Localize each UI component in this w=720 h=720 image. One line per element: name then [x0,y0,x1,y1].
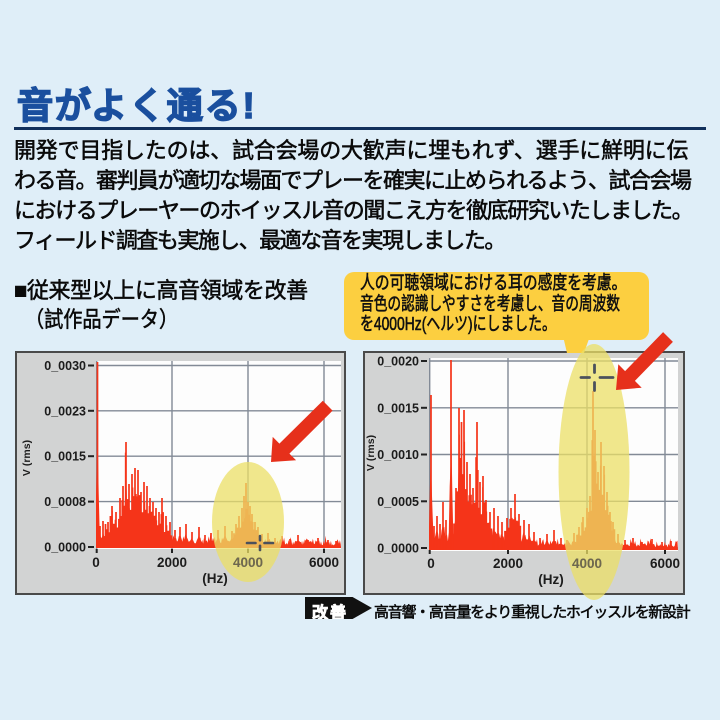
svg-text:2000: 2000 [157,555,187,570]
svg-text:0_0010: 0_0010 [377,448,419,462]
svg-text:0: 0 [92,555,100,570]
svg-text:0_0000: 0_0000 [377,542,419,556]
svg-text:V (rms): V (rms) [365,435,377,471]
svg-text:0_0015: 0_0015 [377,401,419,415]
svg-text:6000: 6000 [650,556,680,571]
svg-text:0_0005: 0_0005 [377,495,419,509]
svg-text:6000: 6000 [309,555,339,570]
svg-text:0_0023: 0_0023 [44,404,86,418]
svg-text:(Hz): (Hz) [202,571,228,586]
svg-text:0_0020: 0_0020 [377,355,419,369]
svg-text:0_0008: 0_0008 [44,495,86,509]
svg-text:0: 0 [427,556,435,571]
svg-text:0_0030: 0_0030 [44,359,86,373]
svg-text:V (rms): V (rms) [21,440,33,476]
svg-text:2000: 2000 [493,556,523,571]
svg-text:0_0015: 0_0015 [44,450,86,464]
svg-text:0_0000: 0_0000 [44,541,86,555]
svg-text:(Hz): (Hz) [538,572,564,587]
svg-text:4000: 4000 [572,556,602,571]
svg-text:4000: 4000 [233,555,263,570]
